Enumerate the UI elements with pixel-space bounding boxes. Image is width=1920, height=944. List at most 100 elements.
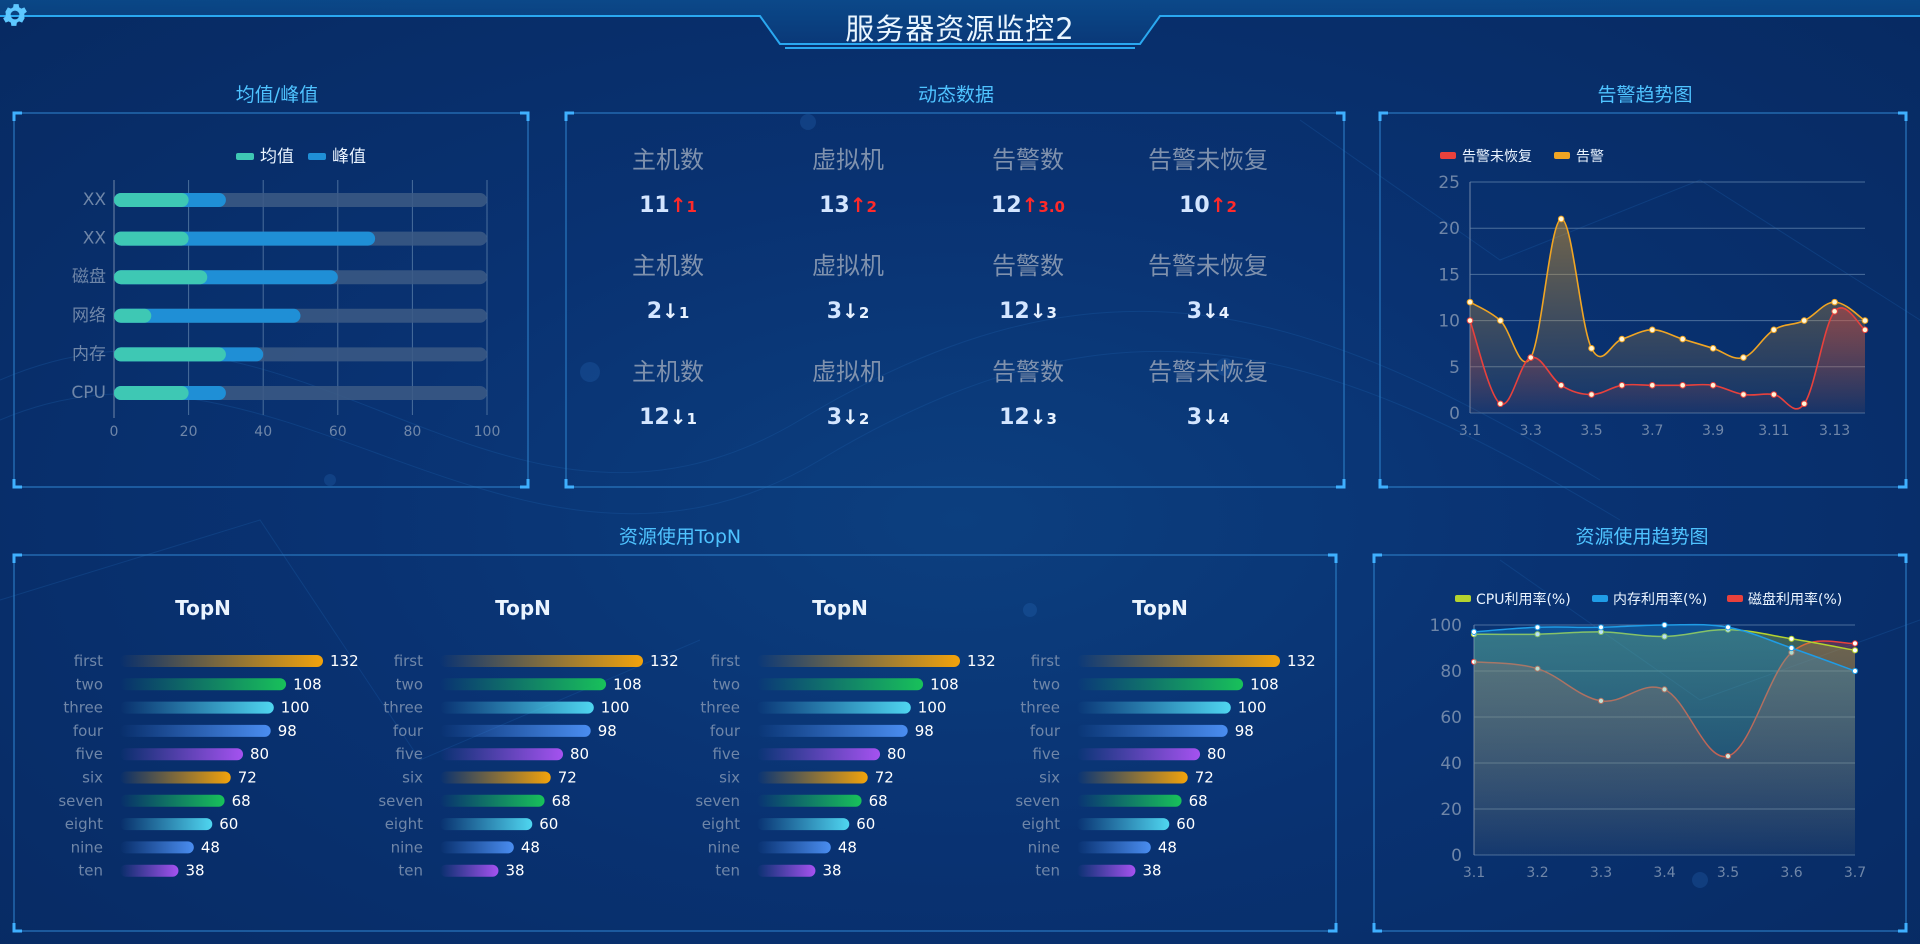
topn-value-label: 48 — [1158, 838, 1177, 856]
bar-peak — [114, 347, 264, 362]
dynamic-stat-delta: 2 — [1226, 198, 1237, 216]
topn-bar — [440, 655, 643, 667]
dynamic-stat-number: 13 — [819, 193, 850, 218]
arrow-down-icon: ↓ — [1202, 405, 1219, 429]
data-point — [1661, 686, 1668, 693]
dynamic-stat: 告警未恢复 3↓4 — [1118, 246, 1298, 324]
dynamic-stat-number: 3 — [1186, 299, 1203, 324]
dynamic-stat-number: 3 — [826, 405, 843, 430]
topn-category-label: six — [1039, 769, 1060, 787]
series-line — [1473, 623, 1856, 672]
dynamic-stat: 主机数 11↑1 — [578, 140, 758, 218]
topn-bar — [120, 794, 225, 807]
gear-icon[interactable] — [0, 0, 30, 30]
dynamic-stat-delta: 2 — [866, 198, 877, 216]
data-point — [1557, 381, 1565, 389]
panel-title-alarm: 告警趋势图 — [1597, 84, 1693, 106]
topn-category-label: eight — [385, 815, 423, 833]
topn-value-label: 80 — [250, 745, 269, 763]
data-point — [1588, 391, 1595, 398]
topn-value-label: 132 — [330, 652, 359, 670]
bar-track — [114, 347, 487, 362]
dynamic-stat: 告警未恢复 3↓4 — [1118, 352, 1298, 430]
topn-value-label: 80 — [570, 745, 589, 763]
dynamic-stat: 主机数 12↓1 — [578, 352, 758, 430]
series-area — [1470, 218, 1865, 413]
topn-category-label: two — [1033, 675, 1060, 693]
legend-label: CPU利用率(%) — [1476, 591, 1571, 608]
topn-bar — [1077, 748, 1201, 761]
topn-bar — [1077, 771, 1188, 784]
dynamic-stat: 告警数 12↓3 — [938, 352, 1118, 430]
panel-title-avg-peak: 均值/峰值 — [235, 84, 319, 106]
data-point — [1679, 381, 1686, 389]
legend-swatch-unrecovered — [1440, 152, 1456, 159]
topn-bar — [440, 771, 551, 784]
topn-value-label: 68 — [232, 792, 251, 810]
topn-bar — [440, 724, 591, 737]
bar-track — [114, 193, 487, 207]
data-point — [1497, 400, 1504, 408]
topn-bar — [120, 841, 194, 854]
data-point — [1831, 308, 1838, 315]
panel-title-usage: 资源使用趋势图 — [1575, 526, 1709, 548]
topn-category-label: eight — [65, 815, 103, 833]
x-tick-label: 3.11 — [1758, 423, 1789, 439]
topn-category-label: first — [711, 652, 740, 670]
bar-avg — [114, 193, 189, 207]
topn-value-label: 72 — [875, 769, 894, 787]
data-point — [1588, 345, 1595, 352]
topn-category-label: three — [63, 699, 103, 717]
dynamic-stat-delta: 1 — [678, 304, 690, 322]
data-point — [1466, 317, 1474, 324]
dynamic-stat: 主机数 2↓1 — [578, 246, 758, 324]
data-point — [1788, 649, 1795, 656]
y-tick-label: 0 — [1449, 404, 1460, 424]
data-point — [1557, 215, 1565, 223]
header-frame — [0, 0, 1920, 49]
series-line — [1473, 640, 1856, 758]
topn-bar — [440, 864, 499, 877]
topn-value-label: 100 — [281, 699, 310, 717]
topn-bar — [440, 748, 564, 761]
series-area — [1474, 640, 1855, 855]
x-tick-label: 3.3 — [1590, 865, 1612, 881]
x-tick-label: 3.5 — [1717, 865, 1739, 881]
x-tick-label: 3.6 — [1780, 865, 1802, 881]
topn-category-label: five — [712, 745, 740, 763]
topn-bar — [1077, 841, 1151, 854]
topn-title: TopN — [495, 596, 551, 620]
x-tick-label: 100 — [474, 424, 501, 440]
y-tick-label: 网络 — [72, 306, 106, 326]
dynamic-stat-delta: 4 — [1218, 410, 1230, 428]
x-tick-label: 0 — [110, 424, 119, 440]
topn-bar — [1077, 794, 1182, 807]
data-point — [1788, 635, 1795, 642]
bar-avg — [114, 308, 152, 323]
data-point — [1470, 658, 1478, 665]
topn-value-label: 72 — [238, 769, 257, 787]
data-point — [1709, 345, 1717, 352]
dynamic-stat: 虚拟机 13↑2 — [758, 140, 938, 218]
dynamic-stat-label: 主机数 — [632, 146, 704, 174]
dynamic-stat-label: 告警未恢复 — [1148, 146, 1268, 174]
bar-avg — [114, 231, 189, 246]
legend-swatch-peak — [308, 153, 326, 160]
topn-bar — [120, 678, 287, 691]
topn-bar — [757, 794, 862, 807]
data-point — [1800, 400, 1808, 408]
x-tick-label: 80 — [403, 424, 421, 440]
dynamic-stat-delta: 2 — [858, 304, 870, 322]
dynamic-stat-delta: 1 — [686, 198, 697, 216]
dynamic-stat-number: 10 — [1179, 193, 1210, 218]
arrow-down-icon: ↓ — [842, 299, 859, 323]
data-point — [1497, 317, 1504, 324]
topn-bar — [440, 841, 514, 854]
dynamic-stat-number: 11 — [639, 193, 670, 218]
topn-bar — [1077, 678, 1244, 691]
legend-label-unrecovered: 告警未恢复 — [1462, 148, 1532, 165]
y-tick-label: 100 — [1430, 616, 1462, 636]
legend-label: 内存利用率(%) — [1613, 591, 1707, 608]
topn-title: TopN — [1132, 596, 1188, 620]
dynamic-stat-value: 3↓4 — [1118, 405, 1298, 430]
